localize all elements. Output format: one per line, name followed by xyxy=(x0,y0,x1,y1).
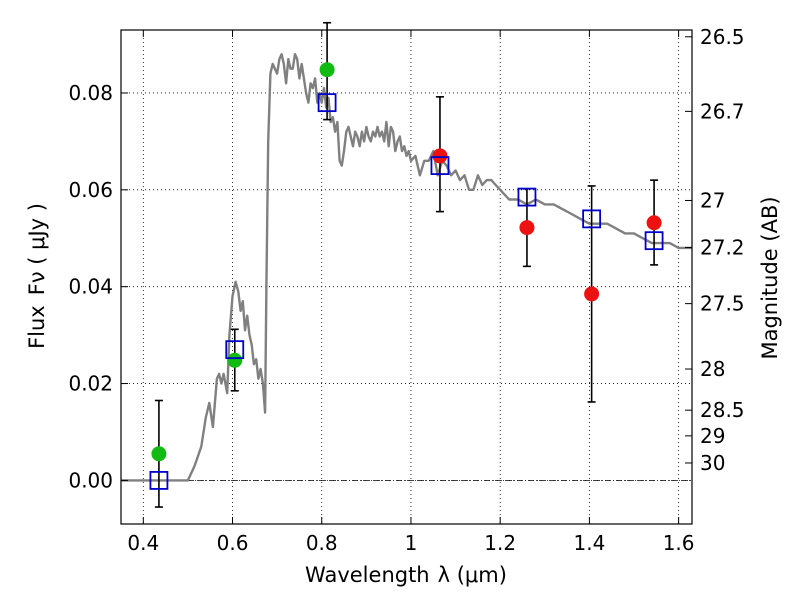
y2-tick-label: 26.5 xyxy=(700,25,745,49)
y-tick-label: 0.06 xyxy=(68,178,113,202)
y2-tick-label: 27.5 xyxy=(700,292,745,316)
y2-tick-labels: 26.5 26.7 27 27.2 27.5 28 28.529 30 xyxy=(700,25,745,475)
y-tick-labels: 0.00 0.02 0.04 0.06 0.08 xyxy=(68,81,113,492)
x-tick-label: 1.6 xyxy=(663,531,695,555)
x-tick-label: 1 xyxy=(405,531,418,555)
red-data-point xyxy=(432,148,448,164)
model-photometry-square xyxy=(517,187,537,207)
model-spectrum-layer xyxy=(121,53,692,482)
x-tick-label: 0.8 xyxy=(306,531,338,555)
y2-tick-label: 28.5 xyxy=(700,398,745,422)
y2-tick-label: 27.2 xyxy=(700,235,745,259)
y2-tick-label: 30 xyxy=(700,451,725,475)
y2-tick-label: 27 xyxy=(700,188,725,212)
x-tick-label: 0.6 xyxy=(217,531,249,555)
model-photometry-square xyxy=(644,231,664,251)
x-tick-label: 0.4 xyxy=(127,531,159,555)
model-photometry-square xyxy=(149,471,169,490)
green-data-point xyxy=(227,352,243,368)
y2-tick-label: 28 xyxy=(700,357,725,381)
y-tick-label: 0.00 xyxy=(68,468,113,492)
y2-tick-label: 26.7 xyxy=(700,99,745,123)
y-tick-label: 0.04 xyxy=(68,275,113,299)
model-photometry-square xyxy=(225,340,245,360)
x-tick-label: 1.2 xyxy=(484,531,516,555)
y-tick-label: 0.08 xyxy=(68,81,113,105)
plot-frame xyxy=(120,29,693,525)
errorbar-layer xyxy=(154,21,659,508)
y2-axis-label: Magnitude (AB) xyxy=(758,196,782,359)
model-photometry-square xyxy=(430,156,450,176)
ticks-layer xyxy=(121,30,692,524)
y-axis-label: FluxFν ( μJy ) xyxy=(25,203,49,349)
red-data-point xyxy=(519,220,535,236)
y-tick-label: 0.02 xyxy=(68,372,113,396)
model-photometry-square xyxy=(317,93,337,113)
model-spectrum-line xyxy=(121,53,692,482)
green-data-point xyxy=(151,446,167,462)
data-point-layer xyxy=(151,62,662,462)
y2-tick-label: 29 xyxy=(700,424,725,448)
x-tick-labels: 0.4 0.6 0.8 1 1.2 1.4 1.6 xyxy=(127,531,694,555)
grid-layer xyxy=(121,30,692,524)
red-data-point xyxy=(646,215,662,231)
x-tick-label: 1.4 xyxy=(573,531,605,555)
model-photometry-square xyxy=(582,209,602,229)
green-data-point xyxy=(319,62,335,78)
x-axis-label: Wavelength λ (μm) xyxy=(305,563,507,587)
model-photometry-layer xyxy=(149,93,664,490)
red-data-point xyxy=(584,286,600,302)
